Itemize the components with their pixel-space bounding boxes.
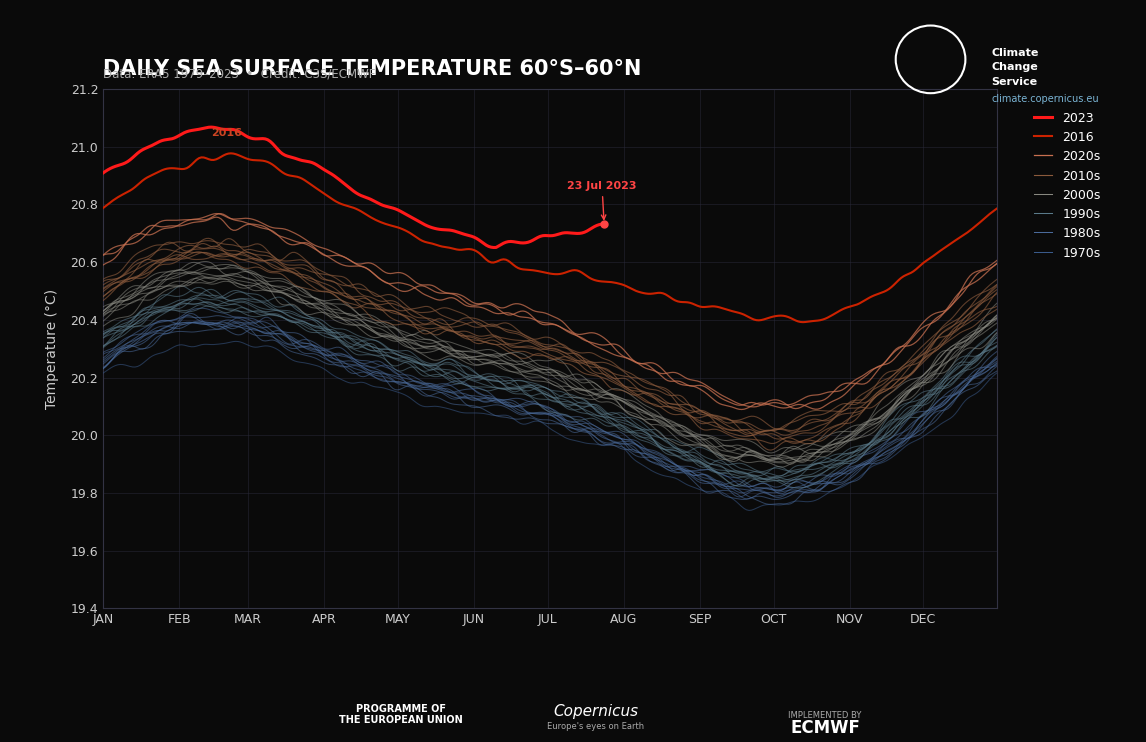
Text: Copernicus: Copernicus: [554, 704, 638, 719]
Legend: 2023, 2016, 2020s, 2010s, 2000s, 1990s, 1980s, 1970s: 2023, 2016, 2020s, 2010s, 2000s, 1990s, …: [1027, 105, 1107, 266]
Text: Change: Change: [991, 62, 1038, 73]
Text: 23 Jul 2023: 23 Jul 2023: [567, 181, 637, 220]
Text: climate.copernicus.eu: climate.copernicus.eu: [991, 94, 1099, 105]
Text: Climate: Climate: [991, 47, 1038, 58]
Text: THE EUROPEAN UNION: THE EUROPEAN UNION: [339, 715, 463, 726]
Y-axis label: Temperature (°C): Temperature (°C): [46, 289, 60, 409]
Text: IMPLEMENTED BY: IMPLEMENTED BY: [788, 712, 862, 720]
Text: 2016: 2016: [211, 128, 242, 138]
Text: PROGRAMME OF: PROGRAMME OF: [356, 704, 446, 715]
Text: Data: ERA5 1979–2023  •  Credit: C3S/ECMWF: Data: ERA5 1979–2023 • Credit: C3S/ECMWF: [103, 68, 376, 81]
Text: DAILY SEA SURFACE TEMPERATURE 60°S–60°N: DAILY SEA SURFACE TEMPERATURE 60°S–60°N: [103, 59, 642, 79]
Text: ECMWF: ECMWF: [791, 719, 860, 737]
Text: Europe's eyes on Earth: Europe's eyes on Earth: [548, 722, 644, 731]
Text: Service: Service: [991, 77, 1037, 88]
